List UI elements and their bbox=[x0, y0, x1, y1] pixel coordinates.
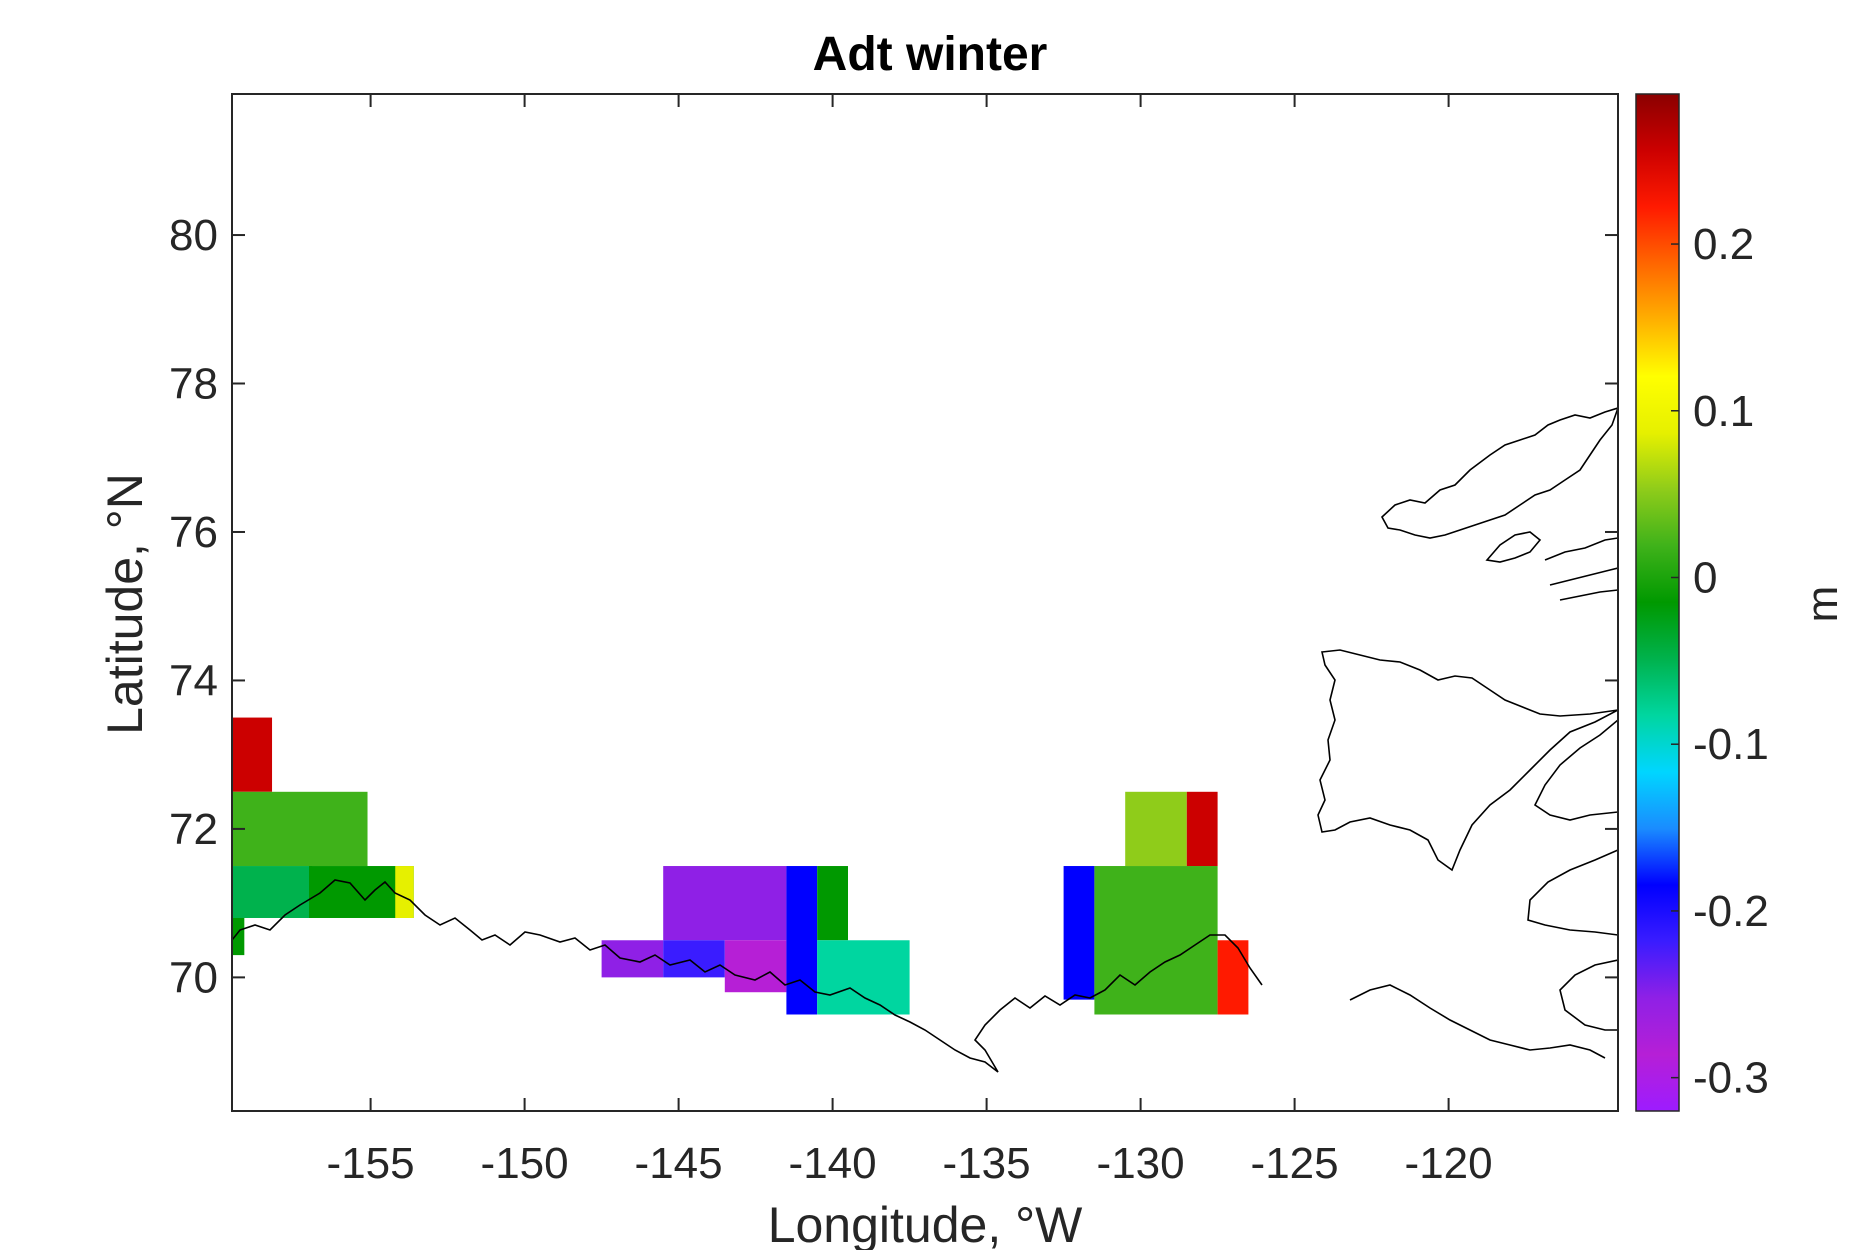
colorbar-tick-label: 0.2 bbox=[1693, 220, 1754, 269]
colorbar-tick-label: -0.2 bbox=[1693, 887, 1769, 936]
colorbar: -0.3 -0.2 -0.1 0 0.1 0.2 m bbox=[1635, 93, 1847, 1112]
heatmap-cell-1 bbox=[232, 791, 368, 867]
heatmap-cell-14 bbox=[1094, 866, 1218, 1015]
x-tick-label: -145 bbox=[635, 1139, 723, 1188]
x-tick-label: -150 bbox=[481, 1139, 569, 1188]
y-tick-label: 80 bbox=[169, 211, 218, 260]
x-tick-label: -140 bbox=[789, 1139, 877, 1188]
island-outline bbox=[1485, 531, 1542, 563]
heatmap-cell-16 bbox=[1186, 791, 1218, 867]
colorbar-tick-label: -0.3 bbox=[1693, 1054, 1769, 1103]
x-tick-label: -135 bbox=[943, 1139, 1031, 1188]
heatmap-cell-2 bbox=[232, 866, 313, 918]
heatmap-cell-10 bbox=[786, 866, 818, 1015]
banks-island-outline bbox=[1317, 649, 1618, 872]
axes-frame bbox=[231, 93, 1619, 1112]
heatmap-cells bbox=[232, 717, 1249, 1015]
axes: -155 -150 -145 -140 -135 -130 -125 -120 70 72 74 76… bbox=[169, 93, 1619, 1188]
heatmap-cell-17 bbox=[1217, 940, 1249, 1015]
plot-background bbox=[232, 94, 1618, 1111]
x-tick-label: -125 bbox=[1251, 1139, 1339, 1188]
heatmap-cell-6 bbox=[663, 866, 787, 941]
heatmap-cell-15 bbox=[1125, 791, 1187, 867]
y-axis-label: Latitude, °N bbox=[97, 473, 153, 735]
northern-island-outline bbox=[1380, 407, 1618, 539]
y-tick-label: 78 bbox=[169, 360, 218, 409]
colorbar-tick-label: 0.1 bbox=[1693, 387, 1754, 436]
heatmap-cell-8 bbox=[663, 940, 725, 978]
heatmap-cell-11 bbox=[817, 866, 848, 941]
channel-shore-outline bbox=[1544, 537, 1618, 601]
colorbar-tick-label: -0.1 bbox=[1693, 720, 1769, 769]
heatmap-cell-13 bbox=[1063, 866, 1095, 1000]
x-axis-label: Longitude, °W bbox=[768, 1197, 1083, 1250]
chart-title: Adt winter bbox=[813, 28, 1048, 81]
colorbar-gradient bbox=[1635, 93, 1680, 1112]
x-tick-label: -120 bbox=[1405, 1139, 1493, 1188]
x-tick-label: -130 bbox=[1097, 1139, 1185, 1188]
heatmap-cell-4 bbox=[395, 866, 414, 918]
y-tick-label: 70 bbox=[169, 953, 218, 1002]
plot-area: -155 -150 -145 -140 -135 -130 -125 -120 70 72 74 76… bbox=[169, 93, 1619, 1188]
coastline bbox=[232, 407, 1618, 1073]
alaska-coastline bbox=[232, 879, 1263, 1073]
heatmap-cell-12 bbox=[817, 940, 910, 1015]
colorbar-label: m bbox=[1798, 586, 1847, 623]
colorbar-tick-label: 0 bbox=[1693, 553, 1717, 602]
heatmap-cell-5 bbox=[232, 917, 245, 956]
heatmap-cell-9 bbox=[724, 940, 787, 993]
heatmap-cell-7 bbox=[601, 940, 664, 978]
mainland-east-outline bbox=[1349, 719, 1618, 1059]
x-tick-label: -155 bbox=[327, 1139, 415, 1188]
y-tick-label: 76 bbox=[169, 508, 218, 557]
y-tick-label: 74 bbox=[169, 656, 218, 705]
colorbar-ticks: -0.3 -0.2 -0.1 0 0.1 0.2 bbox=[1671, 220, 1769, 1103]
y-tick-label: 72 bbox=[169, 805, 218, 854]
heatmap-cell-0 bbox=[232, 717, 273, 792]
